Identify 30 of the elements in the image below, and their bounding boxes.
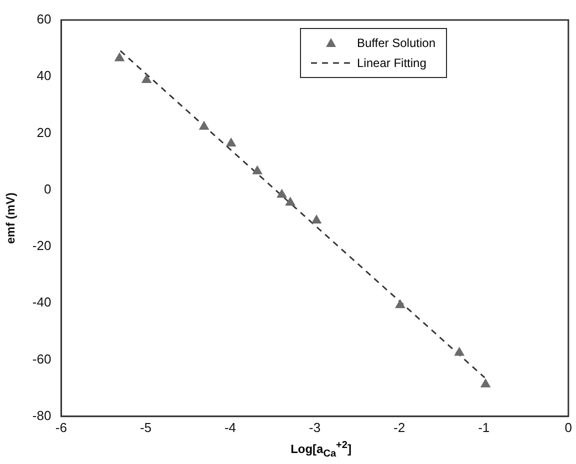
legend-label: Buffer Solution xyxy=(357,36,436,50)
point xyxy=(252,166,262,174)
x-tick-label: -2 xyxy=(394,420,406,435)
y-tick-label: 0 xyxy=(44,181,52,196)
y-tick-label: 40 xyxy=(36,68,52,84)
y-tick-label: -80 xyxy=(32,408,52,423)
point xyxy=(142,74,152,84)
point xyxy=(454,347,464,356)
point xyxy=(276,189,287,198)
y-axis-title: emf (mV) xyxy=(4,192,18,244)
point xyxy=(285,197,296,206)
point xyxy=(480,378,490,388)
point xyxy=(114,52,124,62)
y-tick-label: 60 xyxy=(36,12,52,27)
point xyxy=(199,121,209,130)
x-tick-label: -6 xyxy=(55,420,67,435)
x-tick-label: -4 xyxy=(224,420,236,435)
y-tick-label: 20 xyxy=(36,124,52,140)
x-tick-label: -3 xyxy=(309,420,321,435)
point xyxy=(312,214,322,224)
x-axis-title: Log[a$_{Ca}$$^{+2}$] xyxy=(290,440,352,460)
y-tick-label: -20 xyxy=(32,238,52,254)
point xyxy=(395,300,405,308)
legend-label: Linear Fitting xyxy=(357,56,426,70)
x-tick-label: -1 xyxy=(478,420,490,435)
x-tick-label: 0 xyxy=(564,420,572,435)
y-tick-label: -40 xyxy=(32,294,52,310)
y-tick-label: -60 xyxy=(32,351,52,366)
point xyxy=(226,138,236,146)
x-tick-label: -5 xyxy=(140,420,152,435)
